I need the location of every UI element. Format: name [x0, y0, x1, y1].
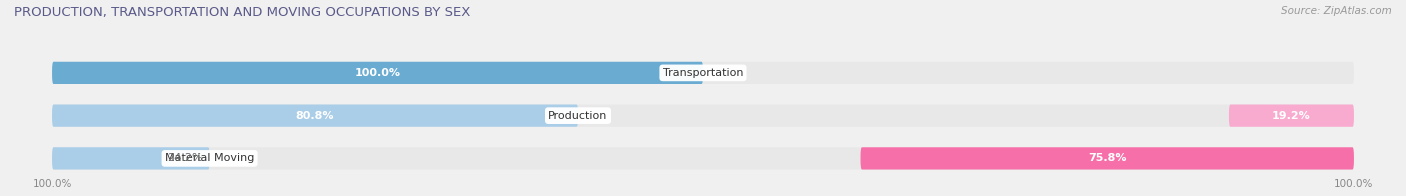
Text: 100.0%: 100.0%: [32, 179, 72, 189]
FancyBboxPatch shape: [860, 147, 1354, 170]
Text: Transportation: Transportation: [662, 68, 744, 78]
FancyBboxPatch shape: [52, 147, 1354, 170]
FancyBboxPatch shape: [52, 104, 1354, 127]
Text: PRODUCTION, TRANSPORTATION AND MOVING OCCUPATIONS BY SEX: PRODUCTION, TRANSPORTATION AND MOVING OC…: [14, 6, 471, 19]
FancyBboxPatch shape: [52, 62, 1354, 84]
Text: 100.0%: 100.0%: [1334, 179, 1374, 189]
FancyBboxPatch shape: [52, 147, 209, 170]
Text: 75.8%: 75.8%: [1088, 153, 1126, 163]
Text: 100.0%: 100.0%: [354, 68, 401, 78]
FancyBboxPatch shape: [1229, 104, 1354, 127]
Text: 24.2%: 24.2%: [167, 153, 202, 163]
FancyBboxPatch shape: [52, 62, 703, 84]
Text: Source: ZipAtlas.com: Source: ZipAtlas.com: [1281, 6, 1392, 16]
Text: Production: Production: [548, 111, 607, 121]
FancyBboxPatch shape: [52, 104, 578, 127]
Text: 80.8%: 80.8%: [295, 111, 335, 121]
Text: Material Moving: Material Moving: [165, 153, 254, 163]
Text: 19.2%: 19.2%: [1272, 111, 1310, 121]
